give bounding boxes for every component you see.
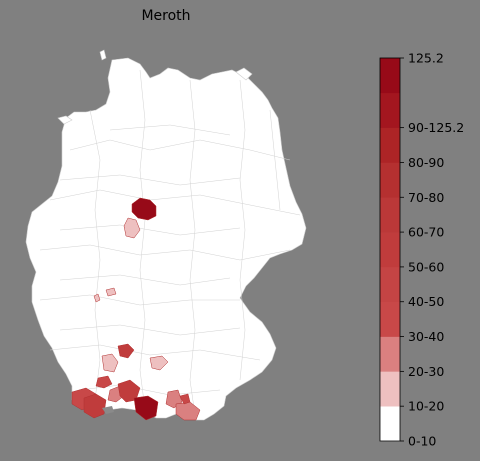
colorbar-tick-label: 30-40 <box>408 329 444 344</box>
colorbar-bin <box>380 92 400 128</box>
colorbar-bin <box>380 406 400 442</box>
colorbar-tick-label: 0-10 <box>408 434 436 449</box>
colorbar-bin <box>380 127 400 163</box>
colorbar-tick-label: 125.2 <box>408 51 444 66</box>
colorbar-bin <box>380 266 400 303</box>
colorbar-tick-label: 80-90 <box>408 155 444 170</box>
lake-constance <box>102 406 114 414</box>
colorbar-bin <box>380 232 400 268</box>
colorbar-tick-label: 20-30 <box>408 364 444 379</box>
colorbar-tick-label: 60-70 <box>408 225 444 240</box>
colorbar-bin <box>380 197 400 233</box>
colorbar-tick-label: 90-125.2 <box>408 120 464 135</box>
colorbar-tick-label: 70-80 <box>408 190 444 205</box>
colorbar-tick-label: 40-50 <box>408 294 444 309</box>
highlighted-districts <box>71 197 201 421</box>
colorbar-bin <box>380 336 400 372</box>
colorbar-tick-label: 10-20 <box>408 399 444 414</box>
map-title: Meroth <box>141 8 191 24</box>
colorbar-bin <box>380 371 400 407</box>
colorbar-bin <box>380 162 400 198</box>
map-land <box>25 49 307 421</box>
colorbar-bin <box>380 301 400 337</box>
colorbar-bin <box>380 58 400 94</box>
district-borders <box>39 69 301 416</box>
colorbar-tick-label: 50-60 <box>408 259 444 274</box>
